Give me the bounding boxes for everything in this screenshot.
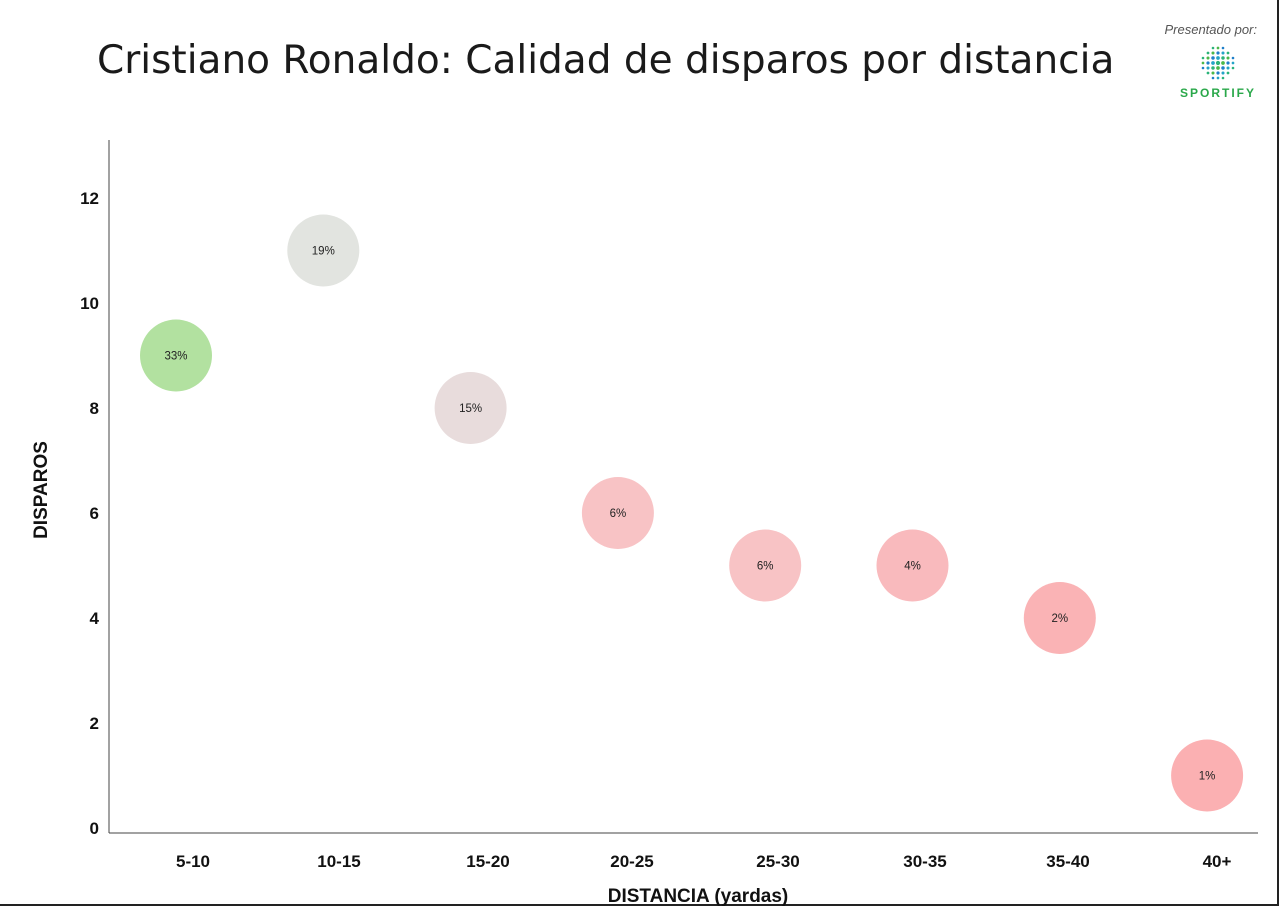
y-tick-label: 10	[80, 294, 99, 313]
bubble: 15%	[434, 372, 507, 444]
logo-dot	[1216, 71, 1220, 75]
bubble-label: 6%	[610, 508, 627, 520]
y-tick-label: 8	[90, 399, 99, 418]
logo-dot	[1221, 71, 1225, 75]
y-tick-label: 6	[90, 504, 99, 523]
brand-name: SPORTIFY	[1179, 86, 1256, 100]
logo-dot	[1226, 56, 1230, 60]
bubble-label: 4%	[904, 561, 921, 573]
logo-dot	[1216, 76, 1220, 80]
bubble-circle	[876, 529, 949, 602]
logo-dot	[1226, 61, 1230, 65]
bubble: 6%	[581, 477, 654, 549]
logo-dot	[1206, 71, 1210, 75]
logo-dot	[1201, 61, 1205, 65]
bubble-label: 1%	[1199, 771, 1216, 783]
x-tick-label: 40+	[1203, 852, 1232, 871]
logo-dot	[1206, 56, 1210, 60]
logo-dot	[1206, 66, 1210, 70]
x-axis-ticks: 5-10 10-15 15-20 20-25 25-30 30-35 35-40 40+	[176, 852, 1232, 871]
bubble-circle	[140, 319, 212, 392]
y-tick-label: 4	[90, 609, 100, 628]
bubble-label: 2%	[1051, 613, 1068, 625]
logo-dot	[1221, 76, 1225, 80]
presented-by-text: Presentado por:	[1164, 22, 1257, 37]
bubble-label: 33%	[164, 351, 187, 363]
logo-dot	[1211, 61, 1215, 65]
y-axis-ticks: 0 2 4 6 8 10 12	[80, 189, 99, 838]
logo-dot	[1226, 66, 1230, 70]
logo-dot	[1206, 51, 1210, 55]
x-tick-label: 25-30	[756, 852, 799, 871]
logo-dot	[1201, 66, 1205, 70]
bubble-circle	[729, 529, 802, 602]
logo-dot	[1221, 56, 1225, 60]
logo-dot	[1221, 46, 1225, 50]
bubble-label: 19%	[312, 246, 335, 258]
bubble: 4%	[876, 529, 949, 602]
logo-dot	[1216, 46, 1220, 50]
logo-dot	[1226, 71, 1230, 75]
y-axis-label: DISPAROS	[31, 441, 52, 539]
logo-dot	[1211, 66, 1215, 70]
bubble-circle	[581, 477, 654, 549]
bubble-series: 33% 19% 15% 6% 6% 4% 2% 1%	[140, 214, 1244, 812]
bubble-circle	[1023, 582, 1096, 654]
x-tick-label: 15-20	[466, 852, 509, 871]
bubble: 19%	[287, 214, 360, 287]
x-tick-label: 30-35	[903, 852, 946, 871]
x-axis-label: DISTANCIA (yardas)	[608, 886, 789, 907]
chart-axes	[108, 140, 1258, 834]
logo-dot	[1206, 61, 1210, 65]
bubble-label: 6%	[757, 561, 774, 573]
logo-dot	[1221, 61, 1225, 65]
logo-dot	[1231, 61, 1235, 65]
logo-dot	[1211, 71, 1215, 75]
bubble-circle	[434, 372, 507, 444]
logo-dot	[1221, 51, 1225, 55]
x-tick-label: 5-10	[176, 852, 210, 871]
logo-dot	[1211, 46, 1215, 50]
logo-dot	[1216, 51, 1220, 55]
y-tick-label: 12	[80, 189, 99, 208]
logo-dot	[1201, 56, 1205, 60]
bubble: 33%	[140, 319, 212, 392]
bubble-circle	[1171, 739, 1244, 812]
bubble: 6%	[729, 529, 802, 602]
logo-dot	[1215, 60, 1221, 66]
logo-dot	[1231, 56, 1235, 60]
x-tick-label: 10-15	[317, 852, 360, 871]
logo-dot	[1216, 66, 1220, 70]
bubble: 2%	[1023, 582, 1096, 654]
y-tick-label: 0	[90, 819, 99, 838]
bubble-label: 15%	[459, 403, 482, 415]
logo-dot	[1211, 51, 1215, 55]
y-tick-label: 2	[90, 714, 99, 733]
logo-dot	[1226, 51, 1230, 55]
logo-dot	[1211, 76, 1215, 80]
globe-dots-icon	[1201, 46, 1235, 80]
logo-dot	[1221, 66, 1225, 70]
bubble: 1%	[1171, 739, 1244, 812]
x-tick-label: 20-25	[610, 852, 653, 871]
x-tick-label: 35-40	[1046, 852, 1089, 871]
chart-title: Cristiano Ronaldo: Calidad de disparos p…	[97, 38, 1115, 83]
bubble-circle	[287, 214, 360, 287]
logo-dot	[1211, 56, 1215, 60]
logo-dot	[1231, 66, 1235, 70]
logo-dot	[1216, 56, 1220, 60]
